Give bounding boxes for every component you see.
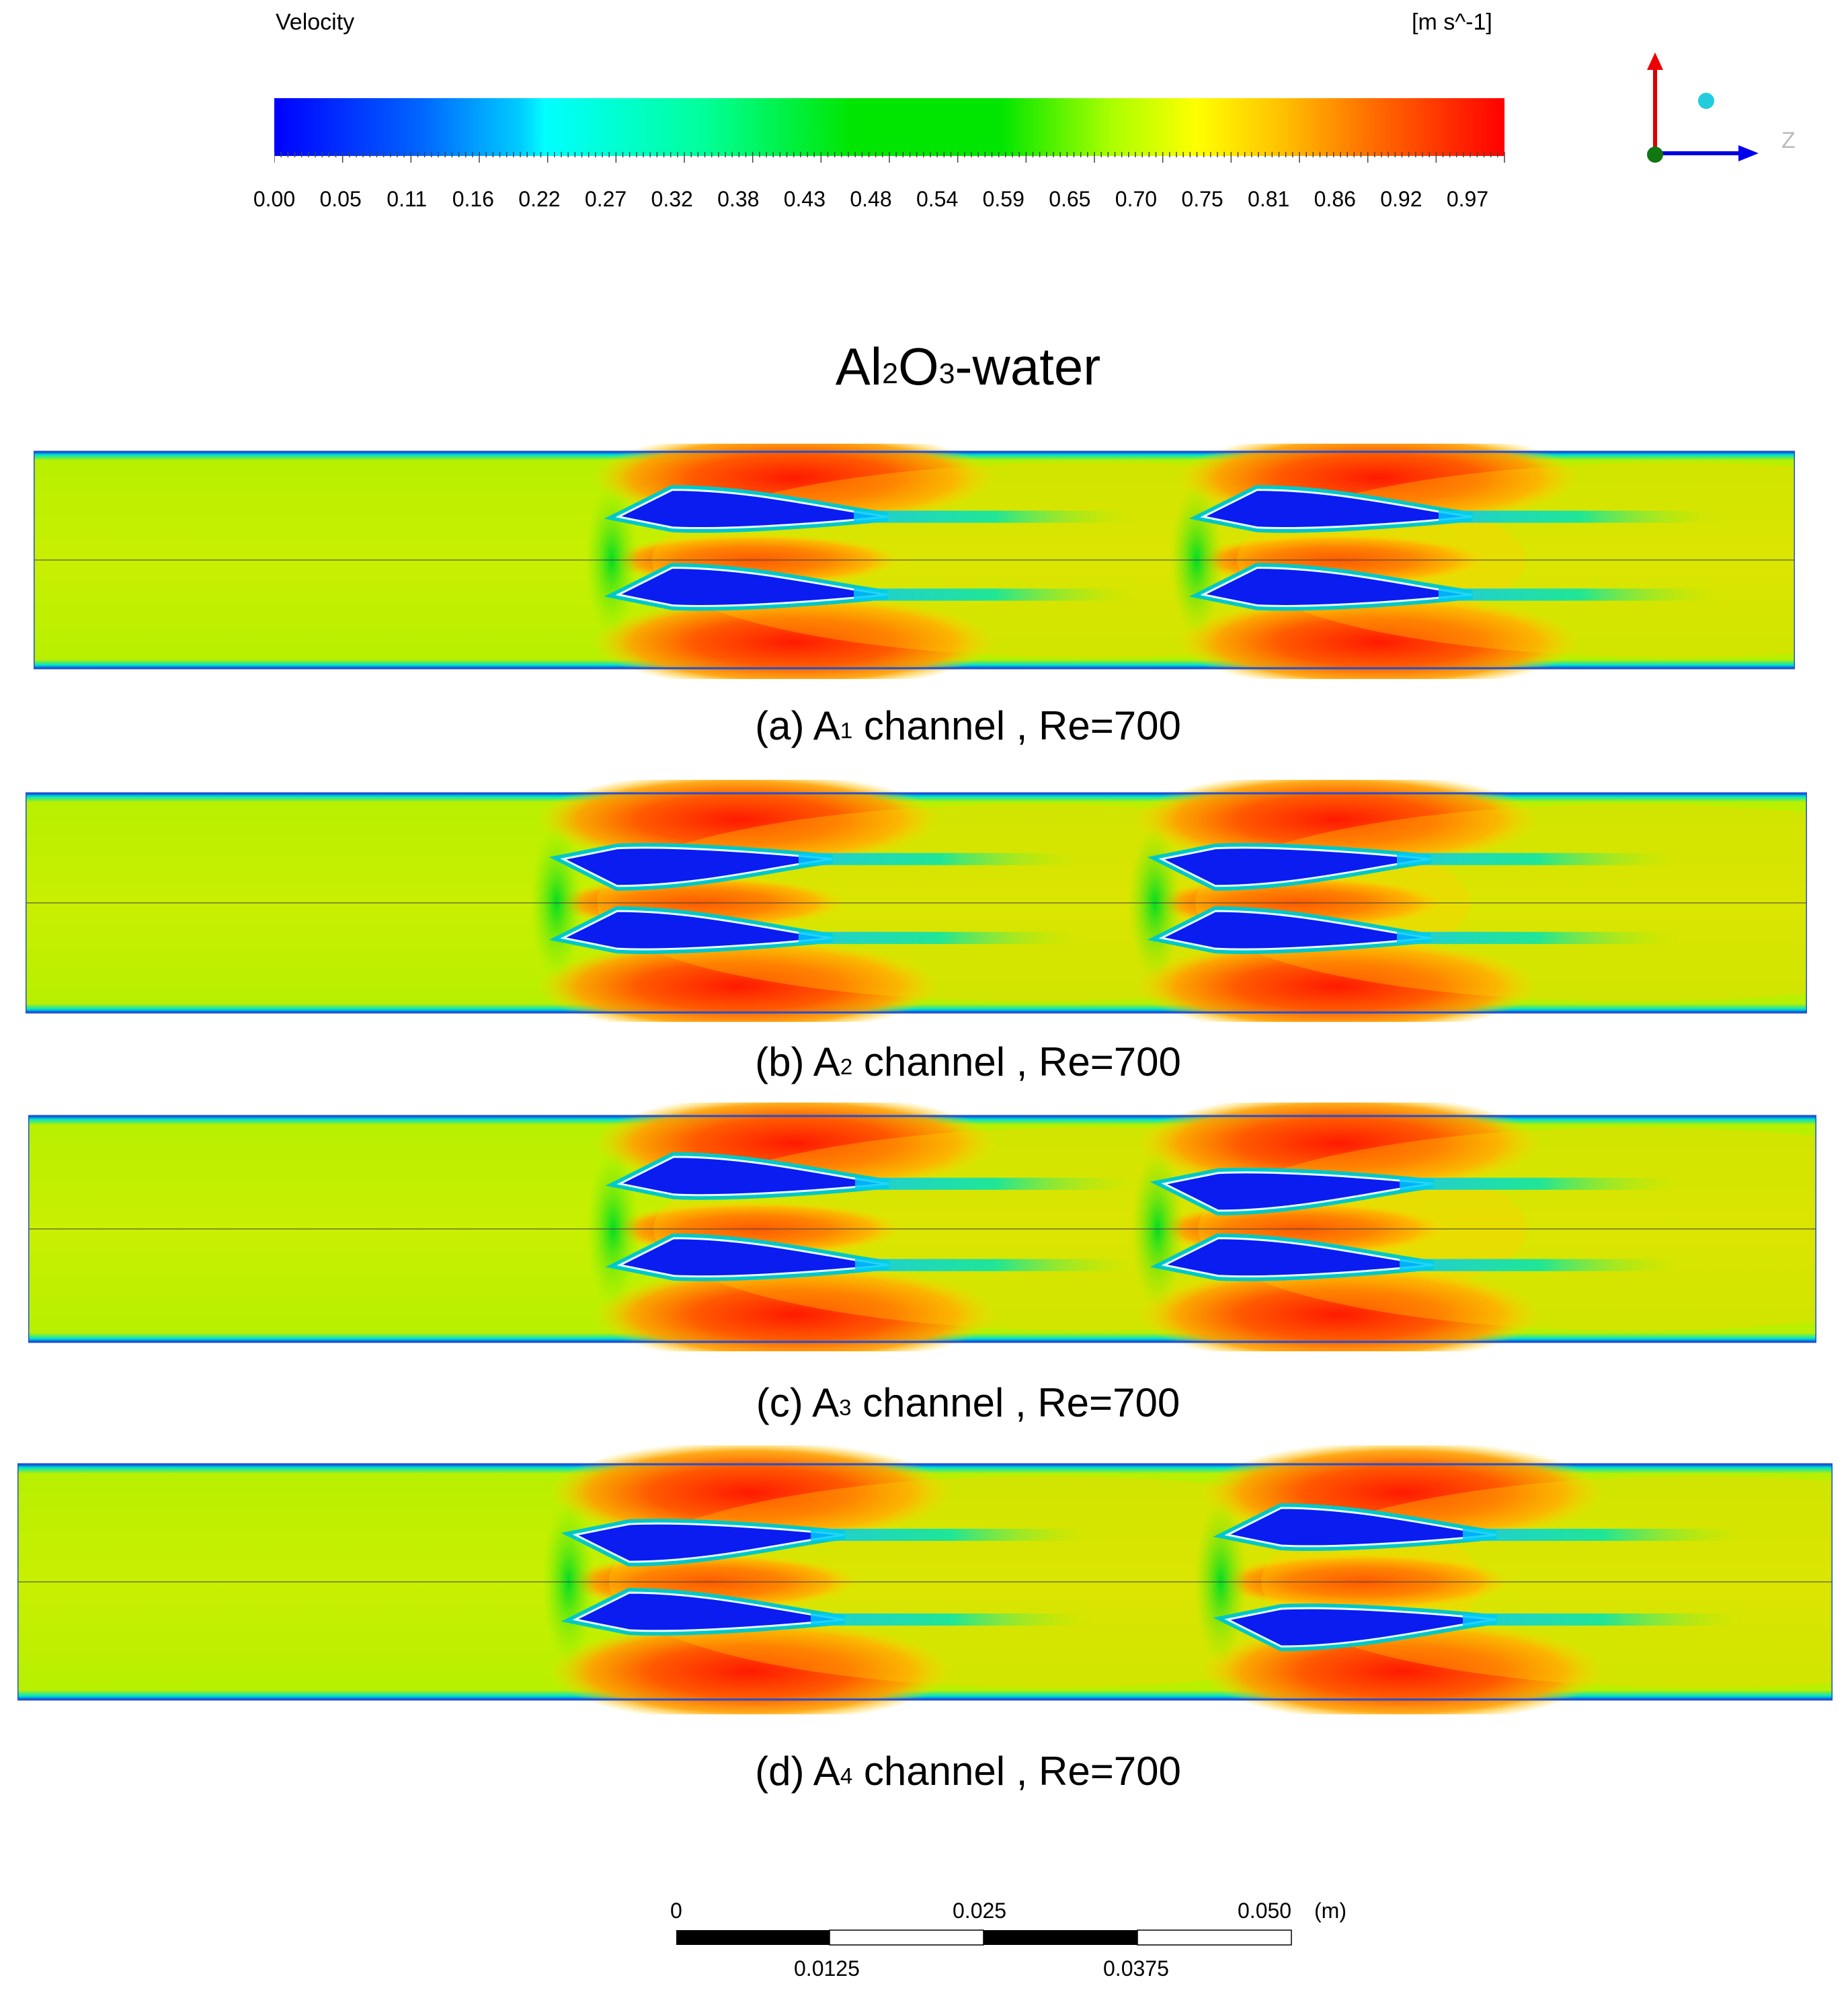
high-velocity-zone-bottom [593, 1265, 996, 1351]
scale-label-0025: 0.025 [953, 1899, 1007, 1923]
legend-tick-label: 0.75 [1181, 187, 1223, 211]
fin-wake [811, 1529, 1093, 1541]
fin-wake [855, 1259, 1137, 1271]
fin-wake [855, 1177, 1137, 1190]
legend-tick-label: 0.22 [518, 187, 561, 211]
fin [549, 842, 1081, 891]
fin [561, 1519, 1093, 1567]
fin-wake [1463, 1529, 1745, 1541]
legend-tick-label: 0.11 [387, 187, 428, 211]
legend-tick-label: 0.43 [783, 187, 826, 211]
fin-wake [1397, 852, 1679, 865]
high-velocity-zone-bottom [536, 938, 940, 1022]
high-velocity-zone-bottom [549, 1620, 952, 1714]
legend-tick-label: 0.81 [1248, 187, 1290, 211]
high-velocity-zone-bottom [1176, 594, 1580, 679]
fin [561, 1587, 1093, 1636]
fin [1150, 1233, 1682, 1281]
fin-wake [1400, 1259, 1682, 1271]
channel-wall [26, 792, 1807, 1014]
channel-wall [17, 1463, 1833, 1701]
legend-title: Velocity [276, 9, 355, 35]
fin-wake [799, 852, 1081, 865]
caption-d: (d) A4 channel , Re=700 [755, 1749, 1181, 1794]
fin-wake [854, 588, 1136, 601]
scale-bar-segments [676, 1929, 1292, 1946]
fin [605, 1152, 1137, 1200]
legend-tick-label: 0.27 [584, 187, 627, 211]
fin [1189, 485, 1721, 533]
fin [1213, 1603, 1745, 1652]
fin-wake [1439, 510, 1721, 523]
fin-wake [811, 1613, 1093, 1626]
legend-tick-marks [274, 152, 1505, 163]
legend-tick-label: 0.70 [1115, 187, 1158, 211]
legend-tick-label: 0.00 [253, 187, 296, 211]
contour-panel-c [28, 1103, 1816, 1351]
legend-tick-label: 0.48 [850, 187, 892, 211]
fin-wake [1463, 1613, 1745, 1626]
channel-wall [34, 450, 1795, 670]
fin-wake [1439, 588, 1721, 601]
caption-b: (b) A2 channel , Re=700 [755, 1039, 1181, 1084]
contour-panel-d [17, 1445, 1833, 1714]
fin-wake [799, 932, 1081, 945]
fin [604, 563, 1136, 611]
legend-tick-label: 0.32 [651, 187, 693, 211]
legend-tick-label: 0.38 [717, 187, 760, 211]
high-velocity-zone-bottom [592, 594, 995, 679]
scale-unit: (m) [1314, 1899, 1347, 1923]
channel-wall [28, 1115, 1816, 1343]
fin-wake [1397, 932, 1679, 945]
axis-z-label: Z [1781, 128, 1796, 153]
fin [1147, 842, 1679, 891]
scale-label-0: 0 [670, 1899, 682, 1923]
caption-c: (c) A3 channel , Re=700 [756, 1380, 1180, 1425]
contour-panel-a [34, 444, 1795, 679]
legend-tick-label: 0.59 [982, 187, 1025, 211]
legend-tick-label: 0.54 [916, 187, 959, 211]
fin-wake [1400, 1177, 1682, 1190]
high-velocity-zone-bottom [1137, 1265, 1541, 1351]
contour-panel-b [26, 780, 1807, 1022]
fin [549, 906, 1081, 955]
legend-tick-label: 0.92 [1380, 187, 1422, 211]
fin [1147, 906, 1679, 955]
fin [1189, 563, 1721, 611]
velocity-color-bar [274, 98, 1504, 156]
legend-tick-label: 0.86 [1314, 187, 1356, 211]
fin [605, 1233, 1137, 1281]
figure-title: Al2O3-water [835, 337, 1101, 396]
scale-label-00125: 0.0125 [794, 1956, 860, 1981]
caption-a: (a) A1 channel , Re=700 [755, 703, 1181, 748]
fin-wake [854, 510, 1136, 523]
scale-label-0050: 0.050 [1238, 1899, 1292, 1923]
legend-tick-label: 0.97 [1446, 187, 1489, 211]
legend-unit: [m s^-1] [1412, 9, 1492, 35]
axis-triad-icon: Z [1647, 52, 1796, 163]
legend-tick-label: 0.65 [1049, 187, 1091, 211]
scale-label-00375: 0.0375 [1103, 1956, 1169, 1981]
legend-tick-label: 0.05 [319, 187, 362, 211]
legend-tick-label: 0.16 [452, 187, 494, 211]
fin [1150, 1167, 1682, 1215]
fin [604, 485, 1136, 533]
high-velocity-zone-bottom [1135, 938, 1538, 1022]
fin [1213, 1503, 1745, 1551]
